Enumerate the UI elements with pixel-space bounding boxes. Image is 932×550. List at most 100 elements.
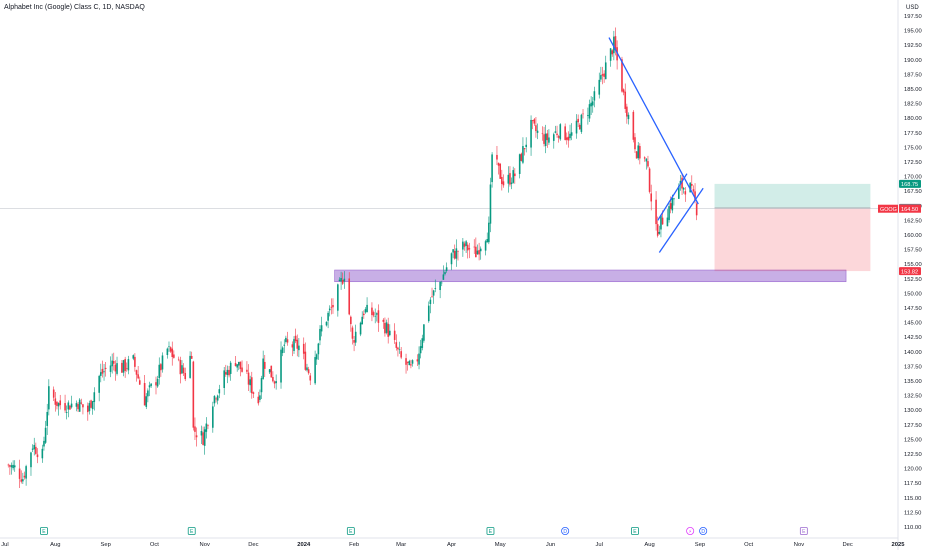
candle-body — [416, 359, 419, 362]
candle — [64, 394, 66, 413]
candle — [531, 120, 534, 130]
y-tick-label: 177.50 — [904, 131, 922, 137]
candle — [7, 463, 10, 468]
descending-trendline[interactable] — [608, 37, 699, 205]
candle — [114, 360, 117, 381]
candle-body — [499, 163, 502, 179]
candle-body — [320, 325, 323, 332]
candle-body — [655, 199, 657, 225]
y-tick-label: 125.00 — [904, 437, 922, 443]
candle — [416, 354, 419, 366]
candle — [207, 424, 209, 430]
candle — [69, 404, 71, 410]
candle-body — [44, 427, 47, 443]
candle-body — [440, 282, 443, 284]
candle-body — [673, 198, 675, 200]
trendlines-layer[interactable] — [608, 37, 704, 253]
y-tick-label: 175.00 — [904, 145, 922, 151]
candle — [624, 83, 627, 113]
candle — [666, 209, 669, 227]
candle — [627, 112, 630, 125]
x-tick-label: Sep — [695, 542, 705, 548]
candle — [660, 215, 662, 238]
event-marker-shape — [346, 527, 355, 535]
candle-body — [93, 392, 96, 402]
candle-body — [169, 347, 172, 352]
candle-body — [250, 377, 253, 394]
candle — [465, 240, 467, 253]
candle-body — [319, 328, 321, 341]
candle-body — [444, 272, 446, 275]
candle-body — [372, 312, 375, 316]
candle-body — [247, 372, 250, 385]
y-tick-label: 167.50 — [904, 189, 922, 195]
candle-body — [20, 479, 23, 482]
candle-body — [479, 248, 482, 252]
candle-body — [145, 396, 148, 407]
x-tick-label: Nov — [200, 542, 210, 548]
candle — [99, 363, 102, 383]
x-tick-label: Aug — [644, 542, 654, 548]
candle — [161, 352, 164, 373]
candle — [554, 125, 557, 134]
candle — [20, 470, 23, 484]
candle — [171, 341, 174, 366]
candle — [246, 361, 248, 374]
candle — [462, 238, 464, 257]
candle — [684, 187, 687, 202]
candle — [514, 168, 516, 184]
candle — [317, 342, 320, 360]
y-tick-label: 195.00 — [904, 29, 922, 35]
candle — [681, 174, 683, 195]
event-marker: ⚡ — [686, 527, 695, 536]
candle-body — [565, 137, 568, 140]
flag-lower-line[interactable] — [658, 187, 704, 253]
candle — [91, 400, 94, 415]
candle-body — [476, 250, 479, 255]
candle-body — [41, 448, 44, 459]
candle-body — [624, 91, 627, 109]
candle-body — [385, 322, 388, 333]
candle — [218, 384, 221, 399]
candle-body — [626, 106, 628, 117]
y-tick-label: 170.00 — [904, 175, 922, 181]
candle — [18, 459, 21, 488]
candle — [41, 444, 44, 463]
candle — [205, 417, 208, 439]
candle-body — [554, 131, 557, 133]
time-axis[interactable]: Jul Aug Sep Oct Nov Dec 2024 Feb Mar Apr May Jun Jul… — [1, 542, 905, 548]
zones-layer — [0, 183, 898, 283]
candle-body — [43, 440, 45, 447]
loss-zone — [714, 207, 871, 272]
candle-body — [523, 148, 526, 150]
candle-body — [259, 395, 261, 400]
candle — [270, 365, 273, 378]
candle — [647, 155, 649, 169]
y-tick-label: 147.50 — [904, 306, 922, 312]
candle — [273, 380, 276, 389]
candle-body — [65, 412, 68, 413]
flag-upper-line[interactable] — [657, 173, 688, 221]
candle — [194, 417, 196, 441]
candle-body — [611, 50, 614, 55]
candle-body — [223, 370, 225, 388]
candle-body — [535, 125, 537, 132]
candle-body — [387, 323, 389, 337]
candle — [530, 115, 532, 156]
candle-body — [660, 215, 662, 230]
candle-body — [9, 465, 11, 467]
candle — [559, 123, 562, 141]
y-tick-label: 160.00 — [904, 233, 922, 239]
candle — [410, 359, 412, 369]
candle — [637, 142, 640, 161]
candle-body — [530, 119, 532, 148]
candle-body — [168, 346, 170, 348]
candle-body — [10, 465, 13, 468]
candle-body — [488, 222, 490, 243]
candle-body — [648, 168, 651, 192]
candle-body — [393, 330, 396, 340]
candle-body — [77, 404, 79, 410]
x-tick-label: Nov — [794, 542, 804, 548]
candle-body — [291, 344, 294, 348]
